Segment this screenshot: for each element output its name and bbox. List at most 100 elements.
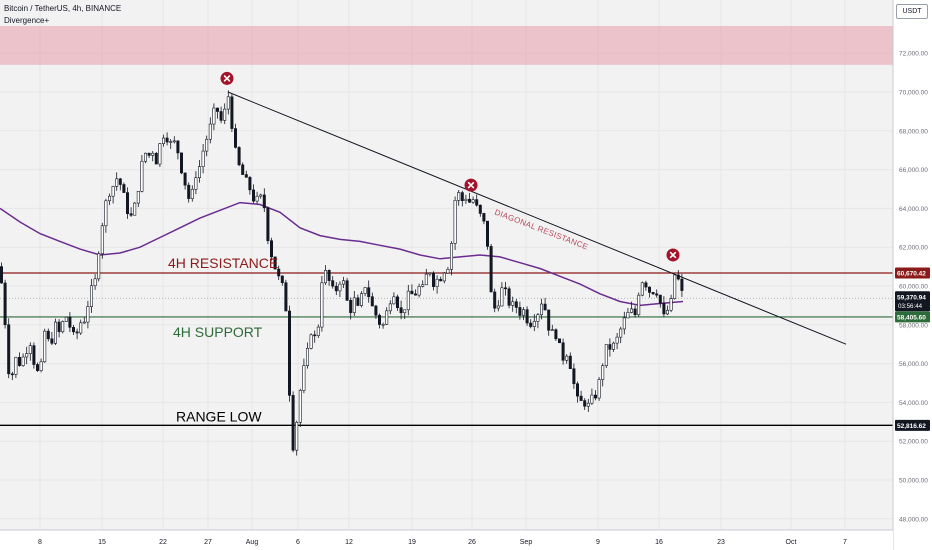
rejection-markers xyxy=(220,71,680,262)
candle-down xyxy=(165,137,169,143)
candle-up xyxy=(338,283,342,292)
candle-up xyxy=(305,348,309,366)
candle-up xyxy=(79,322,83,334)
x-tick-label: 7 xyxy=(843,539,847,546)
candle-up xyxy=(104,200,108,227)
candle-up xyxy=(212,107,216,125)
candle-up xyxy=(208,123,212,140)
candle-up xyxy=(532,320,536,327)
candle-up xyxy=(223,108,227,121)
candle-down xyxy=(7,324,11,375)
candle-down xyxy=(485,220,489,247)
support-price-tag-bg xyxy=(895,311,930,323)
candle-down xyxy=(514,301,518,308)
candle-down xyxy=(410,290,414,295)
candle-down xyxy=(489,246,493,293)
x-tick-label: 23 xyxy=(717,539,725,546)
candle-down xyxy=(554,329,558,340)
candle-up xyxy=(359,293,363,306)
candle-up xyxy=(190,188,194,199)
candle-up xyxy=(496,305,500,309)
candle-down xyxy=(370,296,374,307)
symbol-title: Bitcoin / TetherUS, 4h, BINANCE xyxy=(4,4,122,13)
candle-down xyxy=(118,178,122,185)
resistance-price-tag-bg xyxy=(895,267,930,279)
candle-up xyxy=(226,96,230,110)
candle-down xyxy=(280,275,284,283)
candle-up xyxy=(151,152,155,156)
candle-up xyxy=(406,290,410,311)
candle-down xyxy=(583,400,587,407)
candle-down xyxy=(439,278,443,282)
candle-up xyxy=(565,355,569,361)
candle-down xyxy=(266,207,270,242)
candle-up xyxy=(363,287,367,294)
candle-up xyxy=(108,195,112,202)
supply-zone-band xyxy=(0,26,893,65)
candle-up xyxy=(665,309,669,315)
y-tick-label: 54,000.00 xyxy=(899,400,928,407)
candle-down xyxy=(248,177,252,191)
candle-down xyxy=(543,303,547,311)
candle-down xyxy=(72,327,76,333)
candle-down xyxy=(525,309,529,324)
candle-down xyxy=(345,280,349,301)
candle-down xyxy=(557,338,561,344)
y-tick-label: 70,000.00 xyxy=(899,90,928,97)
candle-up xyxy=(201,150,205,168)
candle-down xyxy=(46,330,50,340)
y-tick-label: 52,000.00 xyxy=(899,439,928,446)
close-icon xyxy=(669,251,677,259)
candle-down xyxy=(244,174,248,178)
candle-up xyxy=(457,192,461,201)
candle-down xyxy=(331,280,335,287)
y-tick-label: 50,000.00 xyxy=(899,478,928,485)
candle-down xyxy=(176,140,180,154)
candle-up xyxy=(421,284,425,287)
candle-up xyxy=(464,198,468,201)
candle-down xyxy=(644,282,648,288)
candle-down xyxy=(3,282,7,326)
candle-up xyxy=(640,282,644,296)
candle-down xyxy=(518,307,522,316)
time-axis[interactable] xyxy=(0,530,893,550)
candle-down xyxy=(129,213,133,216)
candle-up xyxy=(43,330,47,363)
x-tick-label: 26 xyxy=(468,539,476,546)
candle-down xyxy=(17,357,21,366)
level-label: RANGE LOW xyxy=(176,408,262,424)
candle-down xyxy=(493,291,497,309)
candle-up xyxy=(111,186,115,197)
candles xyxy=(0,90,684,456)
candle-up xyxy=(144,152,148,162)
candle-down xyxy=(608,344,612,350)
candle-up xyxy=(169,141,173,143)
candle-up xyxy=(590,394,594,404)
candle-down xyxy=(75,331,79,334)
candle-down xyxy=(230,96,234,129)
candle-down xyxy=(180,152,184,174)
candle-down xyxy=(57,321,61,333)
candle-up xyxy=(500,287,504,307)
candle-up xyxy=(39,361,43,371)
indicator-name[interactable]: Divergence+ xyxy=(4,16,50,25)
candle-down xyxy=(313,334,317,337)
candle-up xyxy=(198,166,202,178)
candle-up xyxy=(428,272,432,275)
level-labels: 4H RESISTANCE 4H SUPPORT RANGE LOW xyxy=(168,255,278,424)
candle-down xyxy=(651,292,655,295)
candle-up xyxy=(539,303,543,316)
candle-up xyxy=(136,191,140,204)
candle-down xyxy=(122,184,126,193)
x-tick-label: 6 xyxy=(296,539,300,546)
candle-up xyxy=(629,308,633,313)
x-tick-label: 27 xyxy=(204,539,212,546)
candle-down xyxy=(269,240,273,258)
candle-down xyxy=(10,373,14,376)
currency-button[interactable]: USDT xyxy=(896,4,928,19)
candle-down xyxy=(234,128,238,148)
supply-zone xyxy=(0,26,893,65)
